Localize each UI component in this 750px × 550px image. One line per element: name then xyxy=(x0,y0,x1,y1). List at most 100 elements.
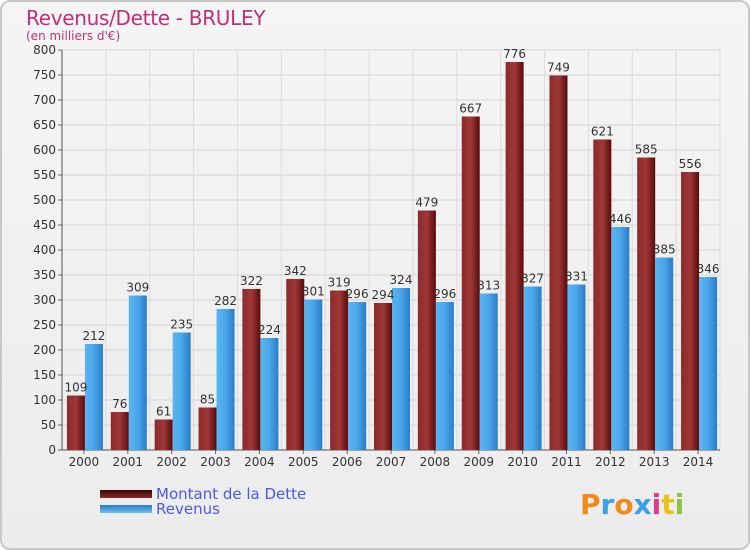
data-label: 61 xyxy=(156,405,171,419)
y-tick-label: 750 xyxy=(33,68,56,82)
bar-revenus xyxy=(479,293,498,450)
data-label: 85 xyxy=(200,393,215,407)
y-tick-label: 700 xyxy=(33,93,56,107)
x-tick-label: 2007 xyxy=(376,455,407,469)
logo-letter: i xyxy=(674,488,685,521)
bar-dette xyxy=(374,303,392,450)
bar-revenus xyxy=(84,344,103,450)
data-labels: 109 76 61 85 322 342 319 294 479 667 776 749 621 585 5… xyxy=(64,47,719,419)
x-tick-label: 2012 xyxy=(595,455,626,469)
bar-revenus xyxy=(611,227,630,450)
data-label: 212 xyxy=(82,329,105,343)
bar-revenus xyxy=(567,284,586,450)
bar-dette xyxy=(154,419,173,450)
bar-revenus xyxy=(435,302,454,450)
legend-item-dette: Montant de la Dette xyxy=(100,484,307,503)
y-tick-label: 400 xyxy=(33,243,56,257)
bar-dette xyxy=(681,172,700,450)
y-tick-label: 600 xyxy=(33,143,56,157)
logo-letter: r xyxy=(600,488,615,521)
bar-dette xyxy=(242,289,261,450)
legend-label-revenus: Revenus xyxy=(156,499,220,518)
y-tick-label: 50 xyxy=(41,418,56,432)
logo-letter: o xyxy=(614,488,634,521)
logo-letter: i xyxy=(651,488,662,521)
x-tick-label: 2014 xyxy=(683,455,714,469)
x-tick-label: 2001 xyxy=(113,455,144,469)
bar-dette xyxy=(66,395,85,450)
y-tick-label: 0 xyxy=(48,443,56,457)
bar-revenus xyxy=(172,332,191,450)
data-label: 749 xyxy=(547,61,570,75)
bar-revenus xyxy=(348,302,367,450)
data-label: 296 xyxy=(433,287,456,301)
logo-letter: x xyxy=(633,488,652,521)
data-label: 346 xyxy=(697,262,720,276)
data-label: 621 xyxy=(591,125,614,139)
legend-label-dette: Montant de la Dette xyxy=(156,484,307,503)
bar-revenus xyxy=(655,257,674,450)
data-label: 319 xyxy=(328,276,351,290)
data-label: 296 xyxy=(346,287,369,301)
data-label: 324 xyxy=(390,273,413,287)
y-tick-label: 350 xyxy=(33,268,56,282)
data-label: 76 xyxy=(112,397,127,411)
y-tick-label: 800 xyxy=(33,43,56,57)
data-label: 322 xyxy=(240,274,263,288)
x-tick-label: 2003 xyxy=(200,455,231,469)
data-label: 224 xyxy=(258,323,281,337)
bar-dette xyxy=(461,116,480,450)
data-label: 342 xyxy=(284,264,307,278)
legend-item-revenus: Revenus xyxy=(100,499,306,518)
y-tick-label: 650 xyxy=(33,118,56,132)
data-label: 235 xyxy=(170,318,193,332)
legend-swatch-revenus xyxy=(100,504,152,513)
data-label: 309 xyxy=(126,281,149,295)
x-tick-label: 2009 xyxy=(463,455,494,469)
x-tick-label: 2004 xyxy=(244,455,275,469)
bar-dette xyxy=(549,75,568,450)
bar-dette xyxy=(198,407,217,450)
x-tick-label: 2010 xyxy=(507,455,538,469)
logo-letter: P xyxy=(580,488,601,521)
legend: Montant de la Dette Revenus xyxy=(100,484,307,518)
x-tick-label: 2011 xyxy=(551,455,582,469)
bars xyxy=(66,62,718,450)
bar-revenus xyxy=(392,288,410,450)
proxiti-logo: Proxiti xyxy=(580,488,684,521)
y-tick-label: 150 xyxy=(33,368,56,382)
x-tick-label: 2006 xyxy=(332,455,363,469)
data-label: 585 xyxy=(635,143,658,157)
x-tick-label: 2005 xyxy=(288,455,319,469)
data-label: 294 xyxy=(372,288,395,302)
logo-letter: t xyxy=(661,488,675,521)
bar-revenus xyxy=(304,299,323,450)
bar-dette xyxy=(286,279,305,450)
data-label: 109 xyxy=(64,381,87,395)
data-label: 479 xyxy=(415,196,438,210)
data-label: 385 xyxy=(653,243,676,257)
data-label: 313 xyxy=(477,279,500,293)
bar-dette xyxy=(110,412,129,450)
data-label: 331 xyxy=(565,270,588,284)
chart-subtitle: (en milliers d'€) xyxy=(26,29,121,43)
bar-revenus xyxy=(260,338,279,450)
data-label: 776 xyxy=(503,47,526,61)
y-tick-label: 250 xyxy=(33,318,56,332)
y-tick-label: 300 xyxy=(33,293,56,307)
x-tick-label: 2000 xyxy=(69,455,100,469)
data-label: 667 xyxy=(459,102,482,116)
bar-revenus xyxy=(523,286,542,450)
data-label: 446 xyxy=(609,212,632,226)
x-tick-label: 2013 xyxy=(639,455,670,469)
y-tick-label: 550 xyxy=(33,168,56,182)
y-tick-label: 450 xyxy=(33,218,56,232)
x-tick-label: 2008 xyxy=(420,455,451,469)
bar-dette xyxy=(330,290,349,450)
data-label: 556 xyxy=(679,157,702,171)
data-label: 301 xyxy=(302,285,325,299)
legend-swatch-dette xyxy=(100,489,152,498)
bar-revenus xyxy=(699,277,718,450)
y-tick-label: 200 xyxy=(33,343,56,357)
